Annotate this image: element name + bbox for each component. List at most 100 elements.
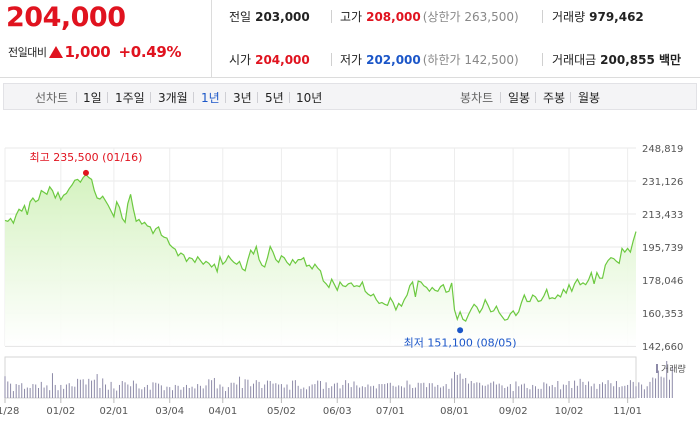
- volume-bar: [387, 383, 389, 398]
- volume-bar: [582, 381, 584, 398]
- volume-bar: [144, 387, 146, 398]
- volume-bar: [392, 385, 394, 398]
- chart-toolbar: 선차트 1일 1주일 3개월 1년 3년 5년 10년 봉차트 일봉 주봉 월봉: [3, 83, 697, 110]
- volume-bar: [43, 387, 45, 398]
- volume-bar: [336, 382, 338, 398]
- volume-bar: [328, 387, 330, 398]
- volume-bar: [280, 384, 282, 398]
- volume-bar: [10, 383, 12, 398]
- volume-bar: [479, 382, 481, 398]
- volume-bar: [663, 377, 665, 398]
- period-1d[interactable]: 1일: [83, 91, 102, 105]
- volume-bar: [158, 383, 160, 398]
- volume-bar: [208, 379, 210, 398]
- volume-bar: [473, 383, 475, 398]
- volume-bar: [588, 381, 590, 398]
- volume-bar: [286, 384, 288, 398]
- volume-bar: [657, 370, 659, 398]
- volume-bar: [113, 388, 115, 398]
- volume-bar: [660, 376, 662, 398]
- volume-bar: [244, 379, 246, 398]
- volume-bar: [347, 383, 349, 398]
- period-3m[interactable]: 3개월: [158, 91, 188, 105]
- volume-bar: [523, 383, 525, 398]
- volume-bar: [601, 382, 603, 398]
- stat-amount: 거래대금 200,855 백만: [552, 51, 681, 68]
- volume-bar: [465, 377, 467, 398]
- change-value: 1,000: [64, 43, 111, 61]
- y-tick-label: 160,353: [642, 309, 683, 320]
- volume-bar: [579, 378, 581, 398]
- volume-bar: [624, 385, 626, 398]
- y-axis: 248,819 231,126 213,433 195,739 178,046 160,3…: [642, 144, 683, 353]
- volume-bar: [437, 384, 439, 398]
- period-5y[interactable]: 5년: [265, 91, 284, 105]
- volume-bar: [574, 380, 576, 398]
- volume-bar: [342, 384, 344, 398]
- volume-bar: [135, 383, 137, 398]
- period-3y[interactable]: 3년: [233, 91, 252, 105]
- volume-bar: [507, 386, 509, 398]
- candle-monthly[interactable]: 월봉: [578, 91, 601, 105]
- volume-bar: [185, 384, 187, 398]
- volume-bar: [521, 384, 523, 398]
- max-marker: [82, 169, 89, 176]
- stat-label: 거래대금: [552, 53, 597, 67]
- volume-bar: [49, 390, 51, 398]
- volume-bar: [350, 387, 352, 398]
- volume-bar: [261, 387, 263, 398]
- volume-bar: [239, 376, 241, 398]
- volume-bar: [194, 388, 196, 398]
- volume-bar: [155, 382, 157, 398]
- volume-bar: [15, 384, 17, 398]
- stat-volume: 거래량 979,462: [552, 8, 644, 25]
- volume-bar: [40, 381, 42, 398]
- volume-bar: [356, 385, 358, 398]
- volume-bar: [71, 386, 73, 398]
- period-10y[interactable]: 10년: [296, 91, 323, 105]
- period-1w[interactable]: 1주일: [115, 91, 145, 105]
- volume-bar: [448, 388, 450, 398]
- volume-bar: [420, 383, 422, 398]
- y-tick-label: 248,819: [642, 144, 683, 155]
- volume-bar: [632, 381, 634, 398]
- volume-bar: [613, 386, 615, 398]
- y-tick-label: 213,433: [642, 210, 683, 221]
- volume-bar: [557, 381, 559, 398]
- volume-bar: [110, 381, 112, 398]
- volume-bar: [409, 384, 411, 398]
- candle-daily[interactable]: 일봉: [508, 91, 531, 105]
- divider: [331, 53, 332, 66]
- volume-bar: [82, 379, 84, 398]
- quote-header: 204,000 전일대비 1,000 +0.49% 전일 203,000 고가 20…: [0, 0, 700, 78]
- volume-bar: [428, 383, 430, 398]
- volume-bar: [493, 381, 495, 398]
- up-triangle-icon: [49, 46, 64, 58]
- period-1y[interactable]: 1년: [201, 91, 220, 105]
- x-tick-label: 08/01: [440, 406, 469, 417]
- stat-prev-close: 전일 203,000: [229, 8, 310, 25]
- x-tick-label: 01/02: [46, 406, 75, 417]
- volume-bar: [297, 385, 299, 398]
- stat-value: 202,000: [366, 53, 421, 67]
- volume-bar: [526, 387, 528, 398]
- volume-bar: [266, 380, 268, 398]
- volume-bar: [146, 384, 148, 398]
- x-tick-label: 02/01: [99, 406, 128, 417]
- volume-bar: [54, 384, 56, 398]
- divider: [107, 92, 108, 103]
- volume-bar: [294, 380, 296, 398]
- stat-label: 전일: [229, 10, 252, 24]
- volume-bar: [166, 386, 168, 398]
- volume-bar: [540, 388, 542, 398]
- volume-bar: [518, 386, 520, 398]
- candle-weekly[interactable]: 주봉: [543, 91, 566, 105]
- volume-bar: [233, 382, 235, 398]
- volume-bar: [272, 383, 274, 398]
- divider: [193, 92, 194, 103]
- volume-bar: [571, 387, 573, 398]
- volume-bar: [490, 382, 492, 398]
- volume-bar: [51, 373, 53, 398]
- volume-bar: [132, 380, 134, 398]
- stat-label: 거래량: [552, 10, 586, 24]
